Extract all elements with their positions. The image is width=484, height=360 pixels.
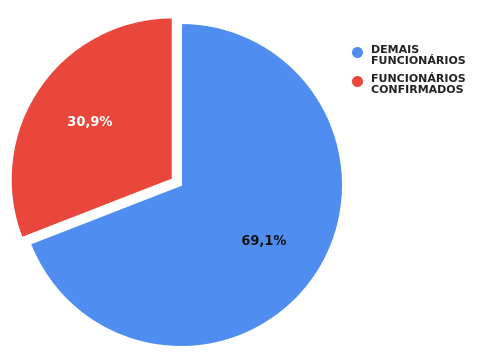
pie-slice-demais-funcionarios[interactable] <box>28 21 344 348</box>
data-label-funcionarios-confirmados: 30,9% <box>67 115 112 130</box>
legend-item-funcionarios-confirmados[interactable]: FUNCIONÁRIOS CONFIRMADOS <box>352 73 482 95</box>
legend: DEMAIS FUNCIONÁRIOS FUNCIONÁRIOS CONFIRM… <box>352 44 482 102</box>
legend-swatch-funcionarios-confirmados <box>352 76 363 87</box>
legend-item-demais-funcionarios[interactable]: DEMAIS FUNCIONÁRIOS <box>352 44 482 66</box>
data-label-demais-funcionarios: 69,1% <box>241 234 286 249</box>
legend-swatch-demais-funcionarios <box>352 47 363 58</box>
pie-slice-funcionarios-confirmados[interactable] <box>9 16 174 240</box>
legend-label-funcionarios-confirmados: FUNCIONÁRIOS CONFIRMADOS <box>371 72 466 96</box>
legend-label-demais-funcionarios: DEMAIS FUNCIONÁRIOS <box>371 43 466 67</box>
